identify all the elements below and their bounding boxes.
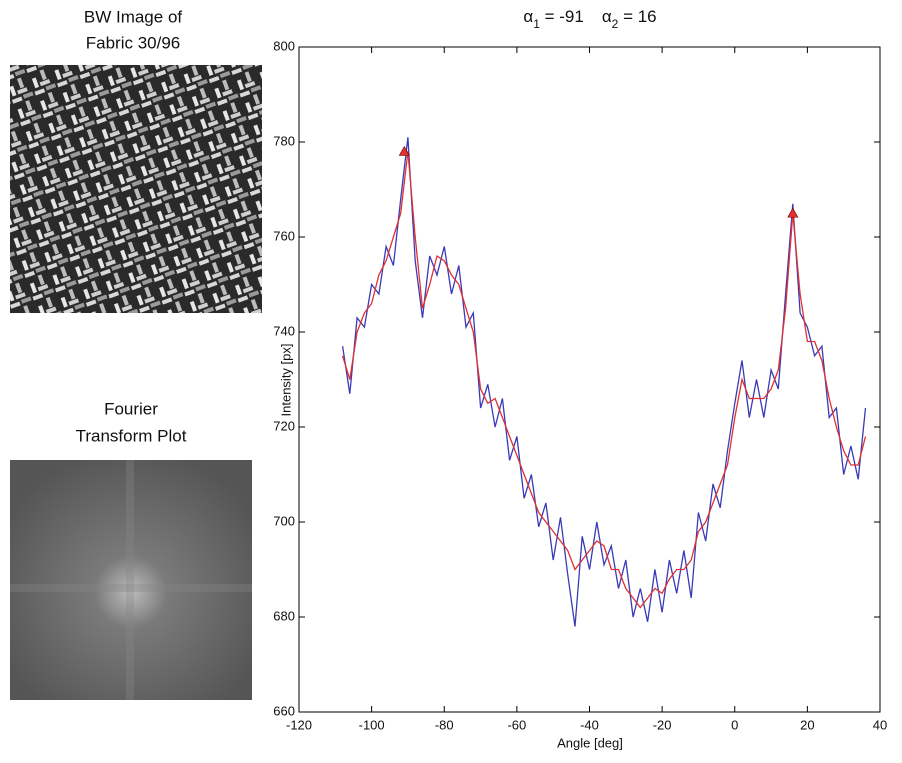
y-axis-label: Intensity [px] (278, 344, 293, 417)
y-tick-label: 740 (273, 323, 295, 338)
x-axis-label: Angle [deg] (557, 735, 623, 750)
y-tick-label: 700 (273, 513, 295, 528)
y-tick-label: 660 (273, 703, 295, 718)
fabric-image (10, 65, 262, 313)
panel-title: Fabric 30/96 (86, 33, 181, 52)
series-line (341, 137, 867, 627)
title-subscript: 1 (533, 17, 540, 31)
panel-title: Transform Plot (76, 426, 187, 445)
x-tick-label: -60 (507, 717, 526, 732)
y-tick-label: 680 (273, 608, 295, 623)
y-tick-label: 780 (273, 133, 295, 148)
title-symbol: α (523, 7, 533, 26)
x-tick-label: -120 (286, 717, 312, 732)
fourier-image (10, 460, 252, 700)
series-line (341, 151, 867, 609)
title-text: = -91 (540, 7, 584, 26)
panel-title: BW Image of (84, 7, 183, 26)
peak-marker (398, 145, 410, 156)
chart-title: α1 = -91 α2 = 16 (523, 7, 656, 31)
x-tick-label: -20 (653, 717, 672, 732)
y-tick-label: 800 (273, 38, 295, 53)
title-text: = 16 (618, 7, 656, 26)
title-symbol: α (602, 7, 612, 26)
x-tick-label: 0 (731, 717, 738, 732)
x-tick-label: -40 (580, 717, 599, 732)
y-tick-label: 720 (273, 418, 295, 433)
x-tick-label: -80 (435, 717, 454, 732)
x-tick-label: 20 (800, 717, 814, 732)
panel-title: Fourier (104, 399, 158, 418)
y-tick-label: 760 (273, 228, 295, 243)
x-tick-label: -100 (359, 717, 385, 732)
plot-frame (298, 46, 881, 713)
x-tick-label: 40 (873, 717, 887, 732)
peak-marker (787, 207, 799, 218)
title-subscript: 2 (612, 17, 619, 31)
